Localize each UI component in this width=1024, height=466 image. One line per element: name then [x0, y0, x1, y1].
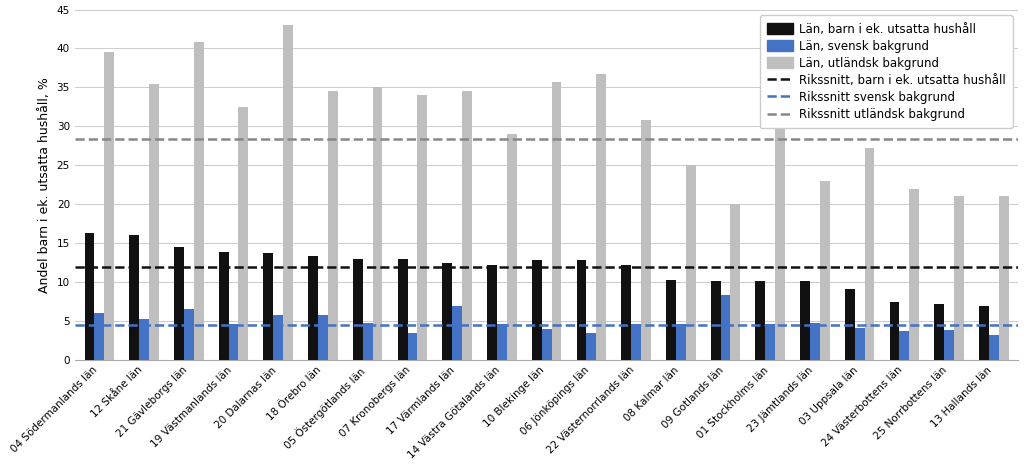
Bar	[104, 52, 114, 360]
Bar	[730, 204, 740, 360]
Bar	[800, 281, 810, 360]
Bar	[820, 181, 829, 360]
Bar	[239, 107, 248, 360]
Bar	[944, 330, 954, 360]
Bar	[890, 302, 899, 360]
Bar	[899, 331, 909, 360]
Bar	[462, 91, 472, 360]
Bar	[397, 259, 408, 360]
Bar	[775, 95, 785, 360]
Bar	[194, 42, 204, 360]
Bar	[666, 280, 676, 360]
Bar	[85, 233, 94, 360]
Bar	[855, 328, 864, 360]
Bar	[676, 324, 686, 360]
Bar	[487, 265, 497, 360]
Bar	[453, 306, 462, 360]
Bar	[129, 235, 139, 360]
Bar	[139, 319, 150, 360]
Bar	[184, 309, 194, 360]
Bar	[711, 281, 721, 360]
Bar	[765, 324, 775, 360]
Bar	[150, 84, 159, 360]
Bar	[989, 335, 998, 360]
Bar	[909, 189, 920, 360]
Bar	[934, 304, 944, 360]
Bar	[542, 329, 552, 360]
Bar	[864, 148, 874, 360]
Bar	[284, 25, 293, 360]
Bar	[263, 254, 273, 360]
Bar	[174, 247, 184, 360]
Bar	[631, 324, 641, 360]
Bar	[408, 333, 418, 360]
Bar	[845, 289, 855, 360]
Bar	[596, 74, 606, 360]
Bar	[94, 313, 104, 360]
Bar	[531, 260, 542, 360]
Bar	[507, 134, 517, 360]
Bar	[418, 95, 427, 360]
Bar	[587, 333, 596, 360]
Bar	[362, 322, 373, 360]
Bar	[756, 281, 765, 360]
Bar	[308, 256, 318, 360]
Bar	[641, 120, 651, 360]
Bar	[373, 88, 382, 360]
Bar	[219, 253, 228, 360]
Bar	[954, 197, 964, 360]
Bar	[552, 82, 561, 360]
Bar	[998, 197, 1009, 360]
Bar	[979, 306, 989, 360]
Bar	[497, 324, 507, 360]
Bar	[686, 164, 695, 360]
Bar	[442, 263, 453, 360]
Bar	[318, 315, 328, 360]
Bar	[273, 315, 284, 360]
Bar	[353, 259, 362, 360]
Bar	[810, 322, 820, 360]
Legend: Län, barn i ek. utsatta hushåll, Län, svensk bakgrund, Län, utländsk bakgrund, R: Län, barn i ek. utsatta hushåll, Län, sv…	[760, 15, 1013, 128]
Bar	[228, 324, 239, 360]
Bar	[721, 295, 730, 360]
Bar	[577, 260, 587, 360]
Bar	[622, 265, 631, 360]
Y-axis label: Andel barn i ek. utsatta hushåll, %: Andel barn i ek. utsatta hushåll, %	[38, 77, 51, 293]
Bar	[328, 91, 338, 360]
